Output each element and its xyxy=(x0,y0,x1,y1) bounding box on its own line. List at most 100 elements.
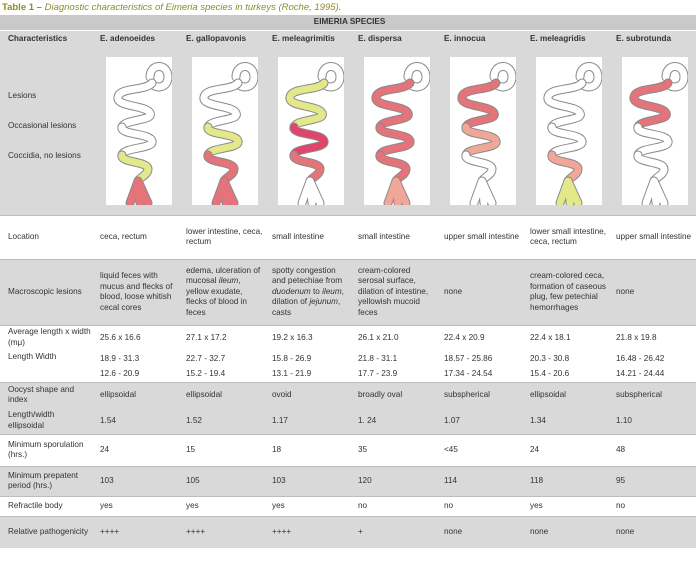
table-cell: 95 xyxy=(610,465,696,496)
lesion-legend: Lesions Occasional lesions Coccidia, no … xyxy=(0,47,94,215)
intestine-segment-no_lesions xyxy=(204,123,241,159)
intestine-cell xyxy=(180,47,266,215)
length-range: 16.48 - 26.42 xyxy=(616,353,665,363)
table-cell: liquid feces with mucus and flecks of bl… xyxy=(94,258,180,325)
table-cell: 118 xyxy=(524,465,610,496)
table-cell: lower intestine, ceca, rectum xyxy=(180,214,266,259)
table-cell: 18 xyxy=(266,433,352,466)
column-header: E. innocua xyxy=(438,30,524,47)
table-cell: none xyxy=(524,515,610,548)
table-cell: 16.48 - 26.42 14.21 - 24.44 xyxy=(610,350,696,382)
table-cell: 1.17 xyxy=(266,408,352,434)
prepatent-period-row: Minimum prepatent period (hrs.) 103 105 … xyxy=(0,465,696,496)
table-cell: no xyxy=(438,495,524,516)
intestine-segment-no_lesions xyxy=(118,151,152,185)
table-cell: ceca, rectum xyxy=(94,214,180,259)
intestine-segment-none xyxy=(232,62,258,91)
legend-coccidia-no-lesions: Coccidia, no lesions xyxy=(8,151,81,160)
table-caption: Table 1 – Diagnostic characteristics of … xyxy=(0,0,696,15)
table-cell: 18.57 - 25.86 17.34 - 24.54 xyxy=(438,350,524,382)
table-cell: none xyxy=(438,515,524,548)
table-cell: ++++ xyxy=(94,515,180,548)
intestine-segment-occasional xyxy=(384,177,409,205)
intestine-cell xyxy=(610,47,696,215)
table-cell: 21.8 - 31.1 17.7 - 23.9 xyxy=(352,350,438,382)
row-label: Location xyxy=(0,214,94,259)
group-header-row: EIMERIA SPECIES xyxy=(0,15,696,31)
lesion-diagram-row: Lesions Occasional lesions Coccidia, no … xyxy=(0,47,696,215)
table-cell: 1.07 xyxy=(438,408,524,434)
row-label: Macroscopic lesions xyxy=(0,258,94,325)
group-header: EIMERIA SPECIES xyxy=(0,15,696,31)
table-cell: 1.34 xyxy=(524,408,610,434)
refractile-body-row: Refractile body yes yes yes no no yes no xyxy=(0,495,696,516)
column-header: E. meleagridis xyxy=(524,30,610,47)
intestine-segment-none xyxy=(470,177,495,205)
table-cell: 120 xyxy=(352,465,438,496)
intestine-segment-none xyxy=(404,62,430,91)
length-width-ratio-row: Length/width ellipsoidal 1.54 1.52 1.17 … xyxy=(0,408,696,434)
table-cell: 24 xyxy=(94,433,180,466)
table-cell: upper small intestine xyxy=(610,214,696,259)
intestine-cell xyxy=(352,47,438,215)
sporulation-row: Minimum sporulation (hrs.) 24 15 18 35 <… xyxy=(0,433,696,466)
eimeria-table: EIMERIA SPECIES Characteristics E. adeno… xyxy=(0,15,696,548)
table-cell: 105 xyxy=(180,465,266,496)
location-row: Location ceca, rectum lower intestine, c… xyxy=(0,214,696,259)
length-range: 20.3 - 30.8 xyxy=(530,353,570,363)
width-range: 15.4 - 20.6 xyxy=(530,368,570,378)
table-cell: 35 xyxy=(352,433,438,466)
intestine-segment-none xyxy=(114,79,155,131)
intestine-segment-lesions xyxy=(458,79,499,131)
intestine-segment-lesions xyxy=(372,79,413,131)
table-cell: subspherical xyxy=(610,381,696,408)
length-range: 22.7 - 32.7 xyxy=(186,353,226,363)
intestine-segment-no_lesions xyxy=(556,177,581,205)
intestine-diagram xyxy=(105,56,172,205)
table-cell: small intestine xyxy=(352,214,438,259)
intestine-segment-none xyxy=(634,151,668,185)
row-label: Average length x width (mμ) xyxy=(0,324,94,350)
intestine-segment-none xyxy=(118,123,155,159)
table-cell: 103 xyxy=(266,465,352,496)
column-header: E. adenoeides xyxy=(94,30,180,47)
intestine-cell xyxy=(438,47,524,215)
table-cell: 48 xyxy=(610,433,696,466)
table-cell: cream-colored serosal surface, dilation … xyxy=(352,258,438,325)
intestine-segment-lesions xyxy=(290,151,324,185)
table-cell: 1. 24 xyxy=(352,408,438,434)
length-range: 18.9 - 31.3 xyxy=(100,353,140,363)
width-range: 12.6 - 20.9 xyxy=(100,368,140,378)
column-header-row: Characteristics E. adenoeides E. gallopa… xyxy=(0,30,696,47)
length-range: 18.57 - 25.86 xyxy=(444,353,493,363)
table-cell: yes xyxy=(94,495,180,516)
intestine-segment-lesions xyxy=(376,123,413,159)
intestine-segment-lesions xyxy=(212,177,237,205)
table-cell: cream-colored ceca, formation of caseous… xyxy=(524,258,610,325)
intestine-segment-none xyxy=(576,62,602,91)
table-cell: 1.52 xyxy=(180,408,266,434)
column-header: E. dispersa xyxy=(352,30,438,47)
intestine-cell xyxy=(266,47,352,215)
legend-occasional-lesions: Occasional lesions xyxy=(8,121,77,130)
caption-label: Table 1 – xyxy=(2,2,42,13)
table-cell: 22.7 - 32.7 15.2 - 19.4 xyxy=(180,350,266,382)
width-range: 17.34 - 24.54 xyxy=(444,368,493,378)
table-cell: ellipsoidal xyxy=(524,381,610,408)
intestine-diagram xyxy=(191,56,258,205)
intestine-segment-none xyxy=(544,79,585,131)
table-cell: yes xyxy=(266,495,352,516)
table-cell: <45 xyxy=(438,433,524,466)
width-range: 17.7 - 23.9 xyxy=(358,368,398,378)
intestine-diagram xyxy=(363,56,430,205)
row-label: Relative pathogenicity xyxy=(0,515,94,548)
legend-lesions: Lesions xyxy=(8,91,37,100)
intestine-segment-none xyxy=(662,62,688,91)
intestine-segment-none xyxy=(146,62,172,91)
width-range: 13.1 - 21.9 xyxy=(272,368,312,378)
table-cell: 103 xyxy=(94,465,180,496)
column-header: E. meleagrimitis xyxy=(266,30,352,47)
table-cell: no xyxy=(610,495,696,516)
length-width-row: Length Width 18.9 - 31.3 12.6 - 20.9 22.7… xyxy=(0,350,696,382)
row-label: Length/width ellipsoidal xyxy=(0,408,94,434)
